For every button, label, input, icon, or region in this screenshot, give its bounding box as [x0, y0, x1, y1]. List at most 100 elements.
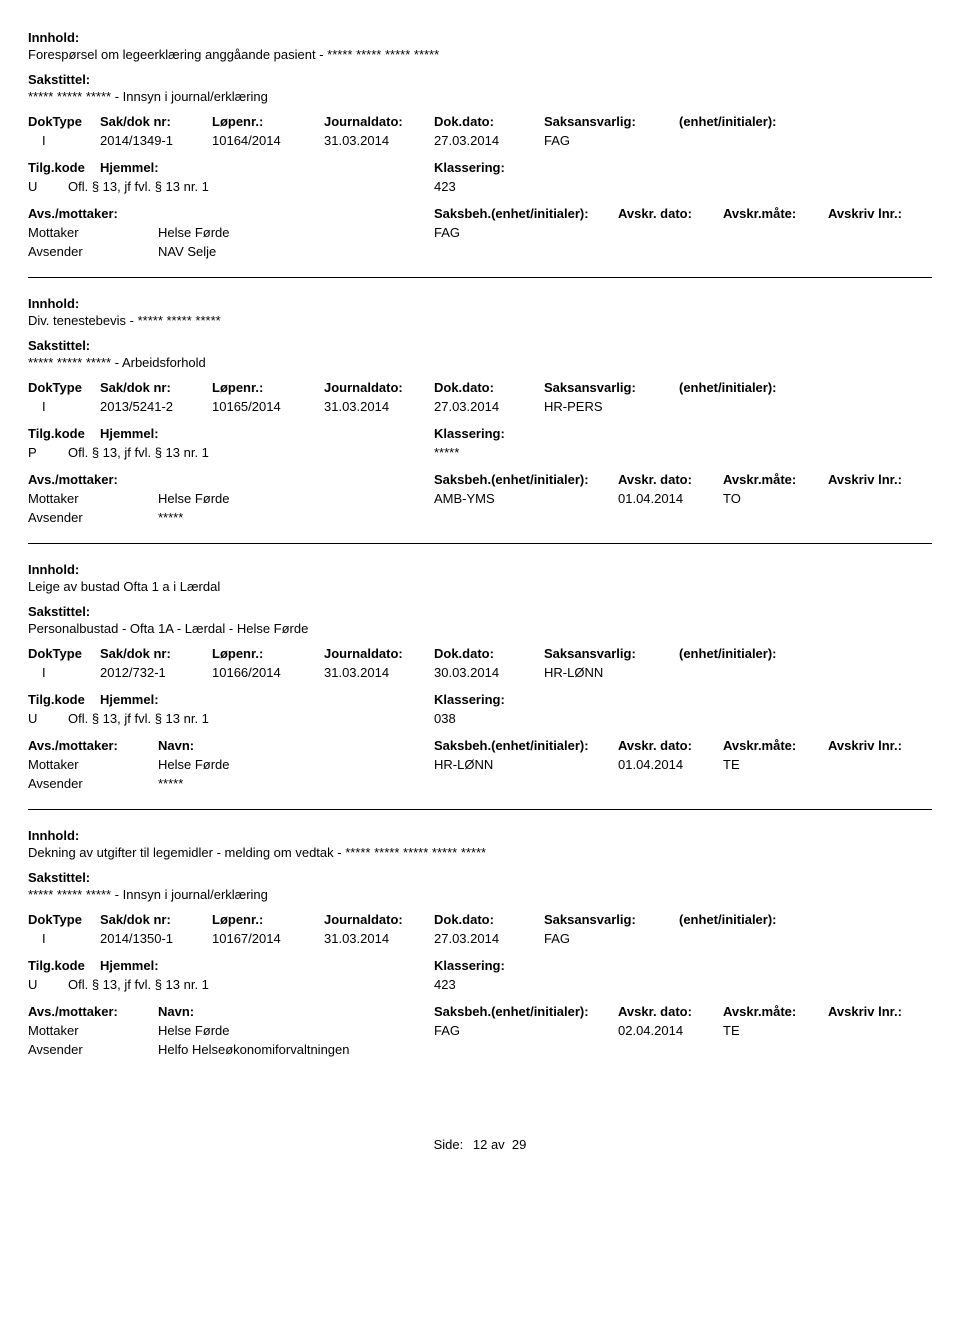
hdr-avskriv-lnr: Avskriv lnr.:: [828, 1004, 932, 1019]
hdr-tilgkode: Tilg.kode: [28, 160, 100, 175]
hjemmel-header-row: Tilg.kode Hjemmel: Klassering:: [28, 958, 932, 973]
hdr-avskr-maate: Avskr.måte:: [723, 472, 828, 487]
avsender-row: Avsender NAV Selje: [28, 244, 932, 259]
avsmottaker-header-row: Avs./mottaker: Navn: Saksbeh.(enhet/init…: [28, 738, 932, 753]
sakstittel-label: Sakstittel:: [28, 72, 932, 87]
hdr-doktype: DokType: [28, 114, 100, 129]
mottaker-avskr-maate: TO: [723, 491, 828, 506]
hdr-doktype: DokType: [28, 646, 100, 661]
avsender-navn: Helfo Helseøkonomiforvaltningen: [158, 1042, 434, 1057]
hdr-klassering: Klassering:: [434, 692, 932, 707]
avsender-navn: *****: [158, 776, 434, 791]
avsender-row: Avsender *****: [28, 510, 932, 525]
mottaker-saksbeh: AMB-YMS: [434, 491, 618, 506]
val-journaldato: 31.03.2014: [324, 665, 434, 680]
val-saksansvarlig: FAG: [544, 931, 679, 946]
mottaker-label: Mottaker: [28, 225, 158, 240]
meta-header-row: DokType Sak/dok nr: Løpenr.: Journaldato…: [28, 380, 932, 395]
hdr-hjemmel: Hjemmel:: [100, 958, 434, 973]
hdr-saksansvarlig: Saksansvarlig:: [544, 380, 679, 395]
val-hjemmel: Ofl. § 13, jf fvl. § 13 nr. 1: [68, 179, 434, 194]
hjemmel-value-row: U Ofl. § 13, jf fvl. § 13 nr. 1 423: [28, 179, 932, 194]
val-klassering: 423: [434, 977, 932, 992]
sakstittel-value: ***** ***** ***** - Innsyn i journal/erk…: [28, 887, 932, 902]
sakstittel-label: Sakstittel:: [28, 338, 932, 353]
sakstittel-value: Personalbustad - Ofta 1A - Lærdal - Hels…: [28, 621, 932, 636]
hdr-avskr-dato: Avskr. dato:: [618, 738, 723, 753]
innhold-value: Leige av bustad Ofta 1 a i Lærdal: [28, 579, 932, 594]
avsender-navn: *****: [158, 510, 434, 525]
hdr-hjemmel: Hjemmel:: [100, 426, 434, 441]
hdr-avsmottaker: Avs./mottaker:: [28, 472, 158, 487]
hdr-journaldato: Journaldato:: [324, 912, 434, 927]
mottaker-label: Mottaker: [28, 1023, 158, 1038]
sakstittel-value: ***** ***** ***** - Innsyn i journal/erk…: [28, 89, 932, 104]
val-lopenr: 10165/2014: [212, 399, 324, 414]
avsender-label: Avsender: [28, 510, 158, 525]
val-hjemmel: Ofl. § 13, jf fvl. § 13 nr. 1: [68, 445, 434, 460]
hdr-navn: Navn:: [158, 738, 434, 753]
hdr-lopenr: Løpenr.:: [212, 380, 324, 395]
val-klassering: 423: [434, 179, 932, 194]
hdr-saksansvarlig: Saksansvarlig:: [544, 114, 679, 129]
hjemmel-header-row: Tilg.kode Hjemmel: Klassering:: [28, 426, 932, 441]
innhold-value: Div. tenestebevis - ***** ***** *****: [28, 313, 932, 328]
hdr-dokdato: Dok.dato:: [434, 114, 544, 129]
journal-entry: Innhold:Dekning av utgifter til legemidl…: [28, 828, 932, 1057]
hdr-tilgkode: Tilg.kode: [28, 958, 100, 973]
val-doktype: I: [28, 133, 100, 148]
meta-value-row: I 2014/1350-1 10167/2014 31.03.2014 27.0…: [28, 931, 932, 946]
entry-separator: [28, 809, 932, 810]
hdr-journaldato: Journaldato:: [324, 114, 434, 129]
val-lopenr: 10164/2014: [212, 133, 324, 148]
journal-entry: Innhold:Leige av bustad Ofta 1 a i Lærda…: [28, 562, 932, 791]
meta-value-row: I 2014/1349-1 10164/2014 31.03.2014 27.0…: [28, 133, 932, 148]
avsmottaker-header-row: Avs./mottaker: Saksbeh.(enhet/initialer)…: [28, 472, 932, 487]
hdr-tilgkode: Tilg.kode: [28, 692, 100, 707]
innhold-label: Innhold:: [28, 30, 932, 45]
meta-header-row: DokType Sak/dok nr: Løpenr.: Journaldato…: [28, 646, 932, 661]
val-hjemmel: Ofl. § 13, jf fvl. § 13 nr. 1: [68, 711, 434, 726]
hdr-hjemmel: Hjemmel:: [100, 160, 434, 175]
hdr-avskr-dato: Avskr. dato:: [618, 1004, 723, 1019]
val-journaldato: 31.03.2014: [324, 931, 434, 946]
hdr-saksbeh: Saksbeh.(enhet/initialer):: [434, 738, 618, 753]
page-footer: Side: 12 av 29: [28, 1137, 932, 1152]
mottaker-navn: Helse Førde: [158, 225, 434, 240]
val-doktype: I: [28, 665, 100, 680]
mottaker-row: Mottaker Helse Førde AMB-YMS 01.04.2014 …: [28, 491, 932, 506]
hdr-enhet-initialer: (enhet/initialer):: [679, 380, 932, 395]
hdr-enhet-initialer: (enhet/initialer):: [679, 114, 932, 129]
hjemmel-header-row: Tilg.kode Hjemmel: Klassering:: [28, 692, 932, 707]
mottaker-avskr-dato: 02.04.2014: [618, 1023, 723, 1038]
mottaker-saksbeh: HR-LØNN: [434, 757, 618, 772]
val-sakdoknr: 2014/1350-1: [100, 931, 212, 946]
hdr-saksbeh: Saksbeh.(enhet/initialer):: [434, 206, 618, 221]
journal-entry: Innhold:Forespørsel om legeerklæring ang…: [28, 30, 932, 259]
avsender-label: Avsender: [28, 776, 158, 791]
mottaker-row: Mottaker Helse Førde FAG: [28, 225, 932, 240]
mottaker-label: Mottaker: [28, 491, 158, 506]
val-tilgkode: U: [28, 711, 68, 726]
val-tilgkode: P: [28, 445, 68, 460]
hdr-avskr-maate: Avskr.måte:: [723, 1004, 828, 1019]
hdr-lopenr: Løpenr.:: [212, 114, 324, 129]
val-sakdoknr: 2013/5241-2: [100, 399, 212, 414]
hdr-journaldato: Journaldato:: [324, 646, 434, 661]
val-klassering: *****: [434, 445, 932, 460]
sakstittel-label: Sakstittel:: [28, 870, 932, 885]
hdr-avskr-dato: Avskr. dato:: [618, 206, 723, 221]
val-hjemmel: Ofl. § 13, jf fvl. § 13 nr. 1: [68, 977, 434, 992]
val-doktype: I: [28, 399, 100, 414]
meta-header-row: DokType Sak/dok nr: Løpenr.: Journaldato…: [28, 912, 932, 927]
sakstittel-label: Sakstittel:: [28, 604, 932, 619]
mottaker-saksbeh: FAG: [434, 1023, 618, 1038]
hjemmel-header-row: Tilg.kode Hjemmel: Klassering:: [28, 160, 932, 175]
hdr-saksansvarlig: Saksansvarlig:: [544, 646, 679, 661]
hdr-dokdato: Dok.dato:: [434, 380, 544, 395]
journal-entry: Innhold:Div. tenestebevis - ***** ***** …: [28, 296, 932, 525]
val-klassering: 038: [434, 711, 932, 726]
val-tilgkode: U: [28, 179, 68, 194]
val-journaldato: 31.03.2014: [324, 133, 434, 148]
hdr-avskriv-lnr: Avskriv lnr.:: [828, 206, 932, 221]
